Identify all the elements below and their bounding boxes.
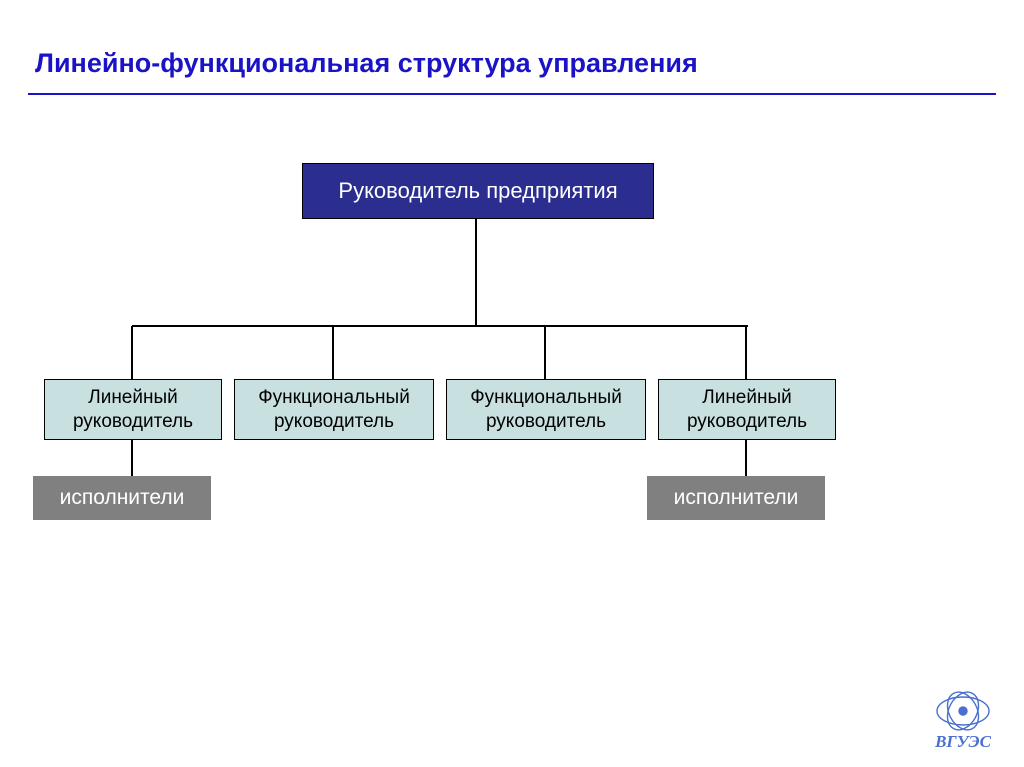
node-manager-1: Линейныйруководитель	[44, 379, 222, 440]
node-manager-3: Функциональныйруководитель	[446, 379, 646, 440]
connector-root-drop	[475, 219, 477, 326]
node-label: исполнители	[674, 485, 799, 511]
node-label: Руководитель предприятия	[338, 177, 617, 205]
node-label: Линейныйруководитель	[73, 386, 193, 434]
connector-hbar	[132, 325, 748, 327]
logo-vgues: ВГУЭС	[924, 689, 1002, 753]
connector-drop-4	[745, 326, 747, 379]
connector-drop-2	[332, 326, 334, 379]
connector-leaf-1	[131, 440, 133, 476]
node-label: исполнители	[60, 485, 185, 511]
node-executors-1: исполнители	[33, 476, 211, 520]
slide-title: Линейно-функциональная структура управле…	[35, 48, 698, 79]
node-manager-2: Функциональныйруководитель	[234, 379, 434, 440]
connector-leaf-2	[745, 440, 747, 476]
slide: Линейно-функциональная структура управле…	[0, 0, 1024, 767]
title-underline	[28, 93, 996, 95]
connector-drop-1	[131, 326, 133, 379]
node-root: Руководитель предприятия	[302, 163, 654, 219]
node-label: Линейныйруководитель	[687, 386, 807, 434]
connector-drop-3	[544, 326, 546, 379]
node-label: Функциональныйруководитель	[258, 386, 410, 434]
node-manager-4: Линейныйруководитель	[658, 379, 836, 440]
node-executors-2: исполнители	[647, 476, 825, 520]
node-label: Функциональныйруководитель	[470, 386, 622, 434]
logo-text: ВГУЭС	[934, 732, 992, 751]
